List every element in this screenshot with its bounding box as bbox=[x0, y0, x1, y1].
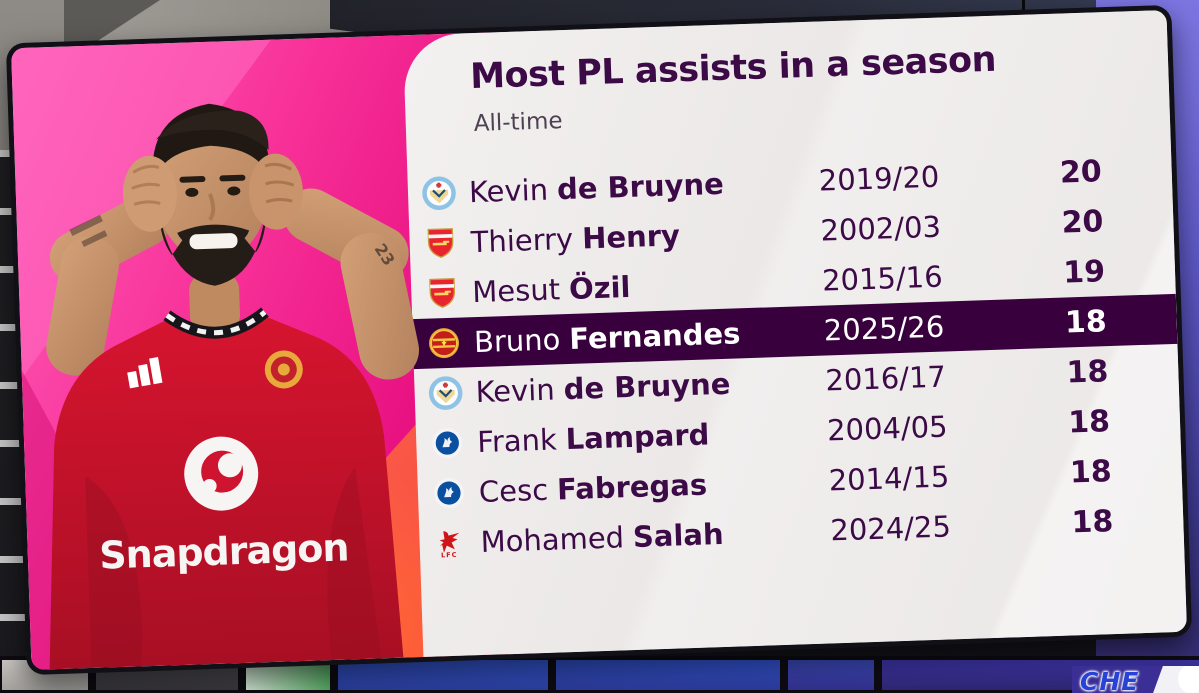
score-bug-team: CHE bbox=[1080, 667, 1140, 693]
season-value: 2016/17 bbox=[824, 359, 947, 398]
player-name: Thierry Henry bbox=[470, 214, 808, 259]
chelsea-badge-icon bbox=[431, 476, 466, 511]
player-last-name: Fernandes bbox=[568, 316, 741, 356]
table-row: Kevin de Bruyne 2016/17 18 bbox=[414, 344, 1179, 419]
player-name: Cesc Fabregas bbox=[478, 464, 816, 510]
adidas-logo-icon bbox=[127, 357, 163, 389]
man-city-badge-icon bbox=[421, 176, 456, 211]
season-value: 2015/16 bbox=[821, 259, 944, 298]
stats-panel: Most PL assists in a season All-time Kev… bbox=[402, 10, 1187, 657]
player-last-name: de Bruyne bbox=[563, 366, 731, 407]
player-photo: 23 bbox=[46, 103, 420, 670]
player-last-name: de Bruyne bbox=[556, 166, 725, 207]
tattoo-marks bbox=[69, 214, 108, 248]
player-name: Bruno Fernandes bbox=[473, 314, 811, 359]
man-utd-badge-icon bbox=[426, 326, 461, 361]
table-row: Mesut Özil 2015/16 19 bbox=[411, 244, 1176, 319]
player-name: Mohamed Salah bbox=[480, 514, 818, 559]
shirt-sponsor-text: Snapdragon bbox=[99, 525, 350, 577]
table-row: Bruno Fernandes 2025/26 18 bbox=[412, 293, 1178, 370]
man-city-badge-icon bbox=[428, 376, 463, 411]
player-name: Frank Lampard bbox=[477, 414, 815, 459]
table-row: Kevin de Bruyne 2019/20 20 bbox=[407, 144, 1172, 219]
score-bug-ball-icon bbox=[1178, 666, 1199, 693]
arsenal-badge-icon bbox=[423, 226, 458, 261]
assists-count: 20 bbox=[1059, 153, 1103, 191]
player-last-name: Özil bbox=[568, 269, 631, 306]
player-last-name: Henry bbox=[581, 218, 681, 256]
leaderboard-screen: 23 bbox=[5, 4, 1193, 676]
assists-count: 18 bbox=[1064, 303, 1108, 341]
player-last-name: Fabregas bbox=[556, 467, 708, 507]
table-row: Frank Lampard 2004/05 18 bbox=[416, 394, 1181, 469]
assists-count: 18 bbox=[1070, 503, 1114, 540]
assists-count: 20 bbox=[1061, 203, 1104, 241]
season-value: 2025/26 bbox=[823, 309, 945, 348]
assists-count: 18 bbox=[1066, 353, 1109, 391]
floor-monitor bbox=[556, 660, 780, 690]
player-last-name: Salah bbox=[632, 516, 725, 554]
player-name: Mesut Özil bbox=[472, 264, 810, 309]
player-name: Kevin de Bruyne bbox=[468, 164, 806, 209]
score-bug: CHE bbox=[1072, 666, 1199, 693]
page-title: Most PL assists in a season bbox=[469, 39, 997, 98]
player-head bbox=[152, 103, 270, 286]
liverpool-badge-icon: LFC bbox=[433, 525, 468, 560]
leaderboard-card: 23 bbox=[11, 10, 1187, 670]
floor-monitor bbox=[338, 660, 548, 690]
season-value: 2004/05 bbox=[826, 409, 949, 448]
player-name: Kevin de Bruyne bbox=[475, 364, 813, 409]
arsenal-badge-icon bbox=[425, 276, 460, 311]
player-last-name: Lampard bbox=[565, 417, 710, 457]
player-hands bbox=[122, 153, 303, 232]
table-row: Thierry Henry 2002/03 20 bbox=[409, 194, 1174, 269]
floor-monitor bbox=[788, 660, 874, 690]
snapdragon-logo-icon bbox=[184, 436, 259, 511]
chelsea-badge-icon bbox=[430, 426, 465, 461]
player-photo-pane: 23 bbox=[11, 32, 514, 670]
season-value: 2024/25 bbox=[829, 509, 952, 548]
assists-count: 18 bbox=[1067, 403, 1111, 440]
svg-text:LFC: LFC bbox=[441, 551, 458, 560]
season-value: 2002/03 bbox=[819, 209, 942, 248]
assists-count: 18 bbox=[1069, 453, 1113, 490]
table-row: LFC Mohamed Salah 2024/25 18 bbox=[419, 494, 1184, 569]
assists-count: 19 bbox=[1062, 253, 1106, 291]
leaderboard-rows: Kevin de Bruyne 2019/20 20 Thierry Henry 2002/… bbox=[407, 144, 1184, 569]
man-utd-crest-icon bbox=[264, 350, 303, 389]
season-value: 2019/20 bbox=[818, 159, 940, 198]
table-row: Cesc Fabregas 2014/15 18 bbox=[417, 444, 1182, 519]
season-value: 2014/15 bbox=[828, 459, 950, 498]
